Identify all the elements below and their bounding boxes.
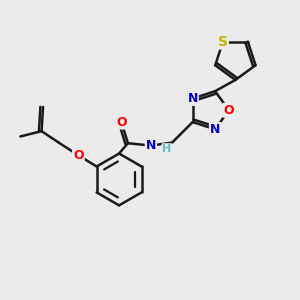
Text: N: N (210, 123, 220, 136)
Text: N: N (146, 139, 156, 152)
Text: O: O (116, 116, 127, 128)
Text: O: O (73, 149, 84, 162)
Text: H: H (162, 144, 172, 154)
Text: N: N (188, 92, 198, 105)
Text: S: S (218, 34, 228, 49)
Text: O: O (224, 104, 234, 117)
